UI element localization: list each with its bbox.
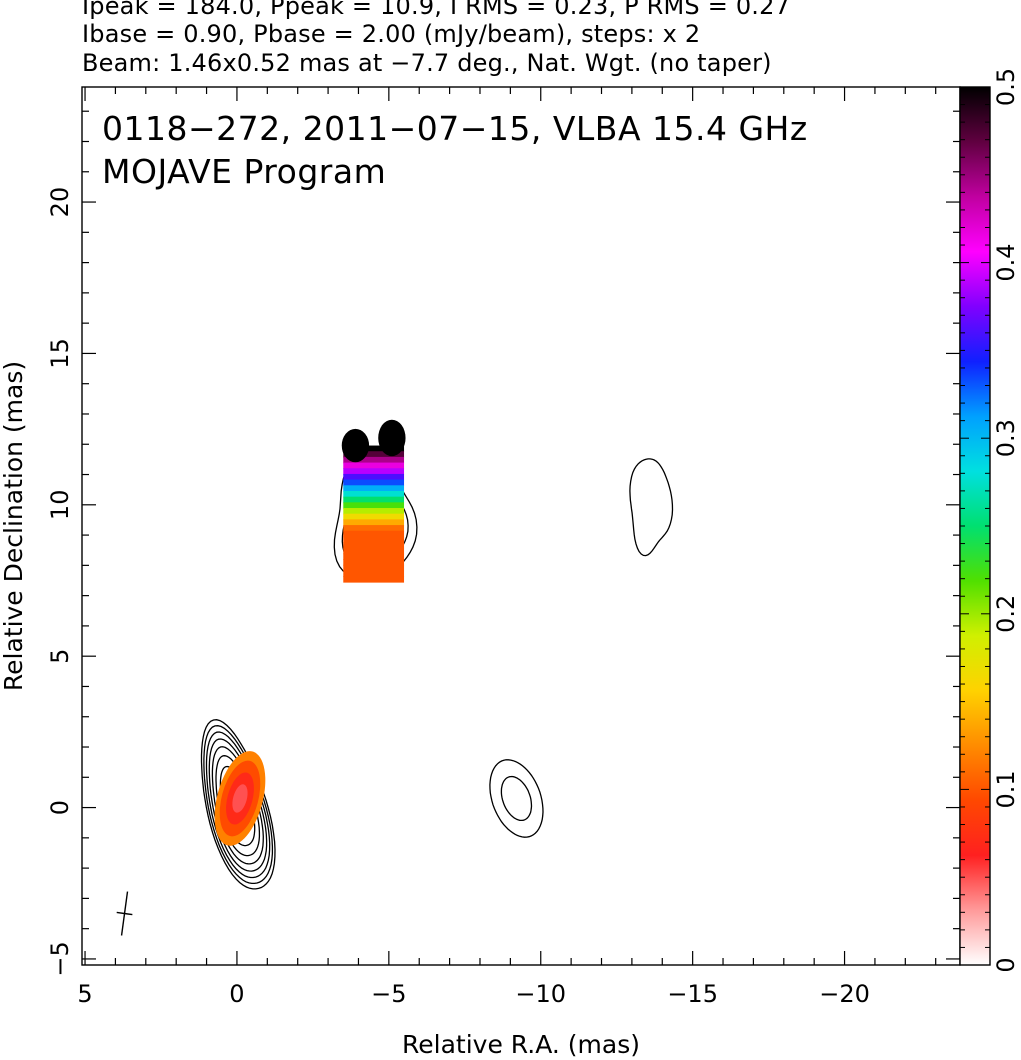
header-line-1: Ipeak = 184.0, Ppeak = 10.9, I RMS = 0.2… [82,0,791,20]
contour-line [203,725,274,885]
polarization-band [343,542,405,549]
polarization-band [343,490,405,498]
polarization-band [343,564,405,572]
colorbar: 0 0.1 0.2 0.3 0.4 0.5 [959,68,1020,973]
polarization-band [343,485,405,492]
contour-line [200,719,276,890]
polarization-band [343,479,405,487]
plot-frame [81,86,961,966]
polarization-band [343,553,405,560]
polarization-band [343,536,405,543]
polarization-band [343,451,405,458]
polarization-band [343,456,405,464]
polarization-band [343,559,405,566]
x-tick-label: −10 [515,980,566,1008]
polarization-band [343,570,405,577]
polarization-band [343,576,405,583]
contour-line [500,775,533,822]
colorbar-tick-label: 0.5 [992,68,1020,106]
polarization-blob [341,428,370,463]
y-tick-label: 10 [46,490,74,521]
colorbar-tick-label: 0.1 [992,770,1020,808]
colorbar-tick-label: 0.2 [992,595,1020,633]
axis-ticks: 5 0 −5 −10 −15 −20 −5 0 5 10 15 20 [46,87,960,1008]
y-tick-label: 20 [46,187,74,218]
polarization-band [343,445,405,452]
polarization-band [343,530,405,538]
polarization-band [232,784,248,813]
header-line-2: Ibase = 0.90, Pbase = 2.00 (mJy/beam), s… [82,20,701,48]
polarization-band [343,525,405,532]
polarization-layer [214,419,406,846]
y-axis-label: Relative Declination (mas) [0,361,28,691]
colorbar-tick-label: 0 [992,957,1020,972]
chart-title: 0118−272, 2011−07−15, VLBA 15.4 GHz [102,109,808,148]
polarization-band [343,508,405,515]
contour-line [205,731,271,879]
beam-marker [116,891,133,936]
polarization-band [343,513,405,521]
polarization-blob [378,419,406,457]
beam-minor-axis [116,911,133,916]
x-tick-label: −15 [667,980,718,1008]
polarization-band [343,502,405,509]
y-tick-label: 5 [46,649,74,664]
polarization-band [343,462,405,470]
polarization-band [343,519,405,526]
contour-line [489,759,544,838]
polarization-band [343,473,405,481]
colorbar-tick-label: 0.3 [992,419,1020,457]
y-tick-label: −5 [46,941,74,976]
chart-subtitle: MOJAVE Program [102,152,386,191]
polarization-band [343,468,405,475]
polarization-band [343,496,405,504]
x-tick-label: −20 [819,980,870,1008]
x-axis-label: Relative R.A. (mas) [402,1030,640,1059]
header-line-3: Beam: 1.46x0.52 mas at −7.7 deg., Nat. W… [82,49,772,77]
x-tick-label: 5 [77,980,92,1008]
contour-layer [200,450,674,890]
contour-line [629,458,674,557]
y-tick-label: 0 [46,800,74,815]
colorbar-tick-label: 0.4 [992,244,1020,282]
contour-line [208,738,268,872]
x-tick-label: 0 [229,980,244,1008]
polarization-band [343,547,405,555]
x-tick-label: −5 [371,980,406,1008]
y-tick-label: 15 [46,338,74,369]
